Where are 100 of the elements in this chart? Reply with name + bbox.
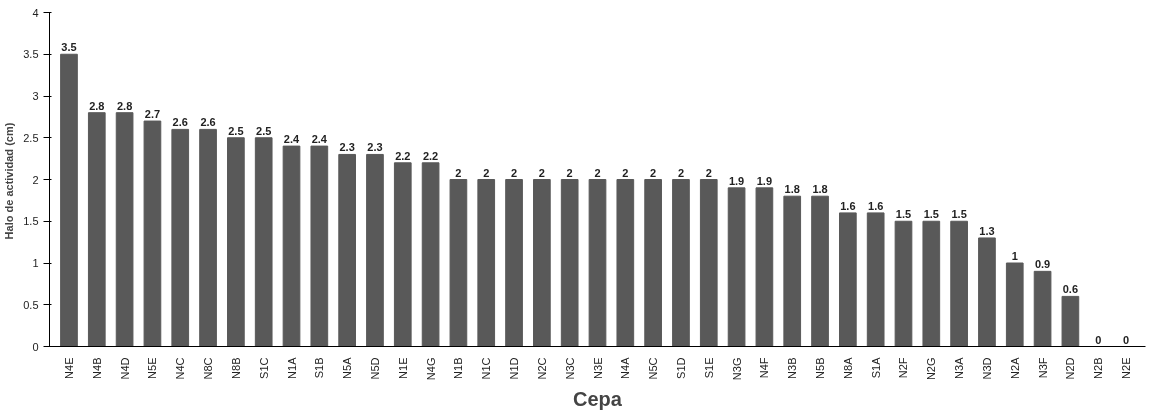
- bar: [950, 220, 968, 347]
- bar: [449, 179, 468, 347]
- data-label: 2.6: [200, 116, 216, 129]
- data-label: 0: [1122, 333, 1130, 346]
- bar: [421, 162, 440, 347]
- x-tick-label: N4D: [118, 357, 131, 380]
- y-tick-label: 4: [32, 6, 39, 19]
- x-tick-label: N4C: [174, 357, 187, 380]
- x-tick-label: N3D: [980, 357, 993, 380]
- x-tick-label: N8B: [229, 357, 242, 379]
- y-tick-label: 0.5: [23, 298, 39, 311]
- bar: [588, 179, 607, 347]
- bar: [87, 112, 106, 347]
- y-axis-title: Halo de actividad (cm): [3, 122, 16, 240]
- x-tick-label: S1E: [702, 357, 715, 379]
- data-label: 3.5: [61, 41, 77, 54]
- x-tick-label: N3G: [730, 357, 743, 381]
- bar: [143, 120, 162, 347]
- bar: [839, 212, 857, 347]
- y-tick-label: 1: [32, 257, 39, 269]
- data-label: 1: [1011, 250, 1018, 262]
- bar: [755, 187, 774, 347]
- x-tick-label: N2A: [1008, 356, 1021, 379]
- data-label: 2: [566, 166, 573, 179]
- data-label: 2: [622, 166, 629, 179]
- x-tick-label: N3B: [786, 357, 799, 379]
- data-label: 2.4: [311, 133, 328, 146]
- x-tick-label: N2G: [925, 357, 938, 381]
- data-label: 2.2: [395, 149, 411, 162]
- data-label: 2.8: [89, 99, 105, 112]
- data-label: 2.5: [228, 124, 244, 137]
- bar: [1061, 295, 1080, 347]
- data-label: 2.3: [367, 141, 383, 154]
- bar: [922, 220, 941, 347]
- bar: [115, 112, 134, 347]
- bar: [310, 145, 329, 347]
- y-tick-label: 2: [32, 173, 39, 186]
- bar: [644, 179, 662, 347]
- x-tick-label: N1B: [452, 357, 465, 379]
- y-tick-label: 1.5: [23, 215, 39, 228]
- bar: [699, 179, 718, 347]
- x-tick-label: N3A: [953, 356, 966, 379]
- data-label: 2.2: [422, 149, 439, 162]
- x-tick-label: N4E: [62, 357, 75, 379]
- x-tick-label: N4A: [619, 356, 632, 379]
- x-tick-label: S1A: [869, 356, 882, 379]
- data-label: 2: [455, 166, 462, 179]
- bar: [1005, 262, 1024, 347]
- bar: [783, 195, 802, 347]
- bar: [727, 187, 746, 347]
- y-tick-label: 2.5: [23, 131, 39, 144]
- data-label: 1.5: [895, 208, 912, 221]
- data-label: 2.3: [339, 141, 355, 154]
- x-tick-label: N8A: [841, 356, 854, 379]
- data-label: 1.8: [812, 183, 828, 196]
- data-label: 1.8: [784, 183, 800, 196]
- data-label: 2.5: [256, 124, 272, 137]
- bar: [199, 128, 217, 347]
- x-tick-label: S1D: [674, 357, 687, 379]
- y-tick-label: 3.5: [23, 48, 39, 61]
- x-tick-label: N2F: [897, 357, 910, 379]
- x-tick-label: N2E: [1120, 357, 1133, 379]
- data-label: 1.6: [868, 199, 884, 212]
- data-label: 0.6: [1062, 283, 1079, 296]
- data-label: 2.4: [283, 133, 301, 146]
- bar: [393, 162, 412, 347]
- bar: [227, 137, 245, 347]
- bar: [366, 153, 384, 347]
- x-tick-label: N3C: [563, 357, 576, 380]
- bar: [978, 237, 996, 347]
- x-tick-label: N3F: [1036, 357, 1049, 379]
- x-tick-label: N4G: [424, 357, 437, 381]
- data-label: 1.5: [923, 208, 939, 221]
- bar: [560, 179, 579, 347]
- bar: [282, 145, 301, 347]
- x-tick-label: N1D: [508, 357, 521, 380]
- data-label: 1.6: [840, 199, 856, 212]
- data-label: 2: [538, 166, 545, 179]
- data-label: 2: [650, 166, 657, 179]
- y-tick-label: 0: [32, 340, 39, 353]
- x-tick-label: N5B: [814, 357, 827, 379]
- data-label: 1.5: [951, 208, 967, 221]
- x-tick-label: S1C: [257, 357, 270, 379]
- data-label: 2: [705, 166, 712, 179]
- x-tick-label: N5E: [146, 357, 159, 379]
- data-label: 1.3: [979, 224, 995, 237]
- data-label: 2.8: [116, 99, 133, 112]
- bar: [477, 179, 496, 347]
- bar: [60, 53, 78, 347]
- x-tick-label: N5D: [368, 357, 381, 380]
- bar: [254, 137, 273, 347]
- x-tick-label: N1A: [285, 356, 298, 379]
- y-tick-label: 3: [32, 90, 39, 102]
- x-tick-label: N5C: [647, 357, 660, 380]
- x-axis-title: Cepa: [573, 388, 623, 411]
- data-label: 1.9: [756, 174, 773, 187]
- x-tick-label: S1B: [313, 357, 326, 379]
- x-tick-label: N2C: [535, 357, 548, 380]
- bar: [171, 128, 190, 347]
- bar: [672, 179, 690, 347]
